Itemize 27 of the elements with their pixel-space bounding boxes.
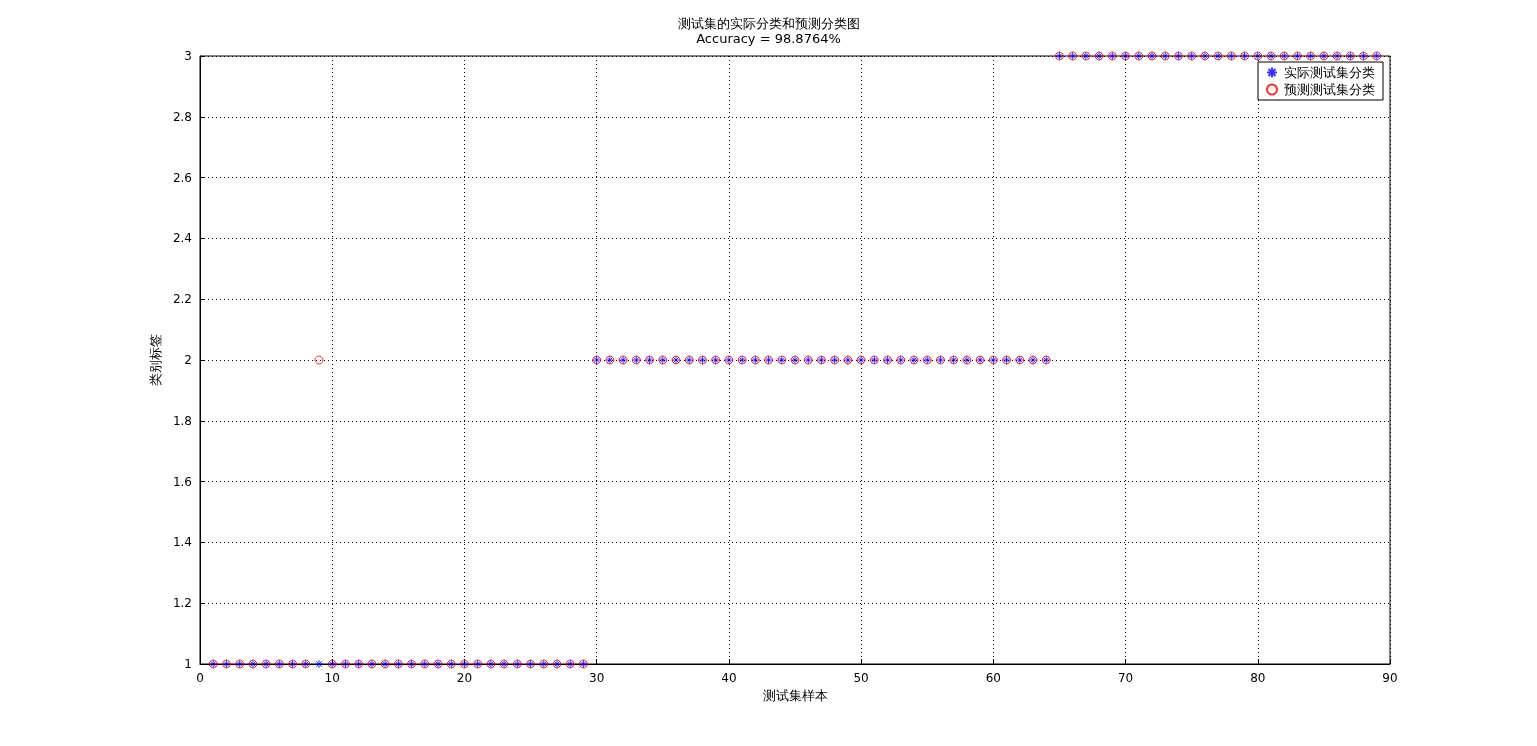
- x-tick-label: 60: [985, 671, 1001, 685]
- x-axis-title: 测试集样本: [762, 687, 828, 703]
- x-tick-label: 30: [589, 671, 605, 685]
- y-tick-label: 1.2: [172, 596, 192, 611]
- y-tick-label: 1.8: [172, 413, 192, 428]
- y-tick-label: 2.6: [172, 170, 192, 185]
- legend-label: 预测测试集分类: [1284, 82, 1375, 97]
- y-tick-label: 3: [184, 49, 192, 63]
- y-tick-label: 1.6: [172, 474, 192, 489]
- y-tick-label: 2.2: [172, 292, 192, 307]
- chart-subtitle: Accuracy = 98.8764%: [696, 31, 841, 46]
- legend-label: 实际测试集分类: [1284, 65, 1375, 80]
- x-tick-label: 80: [1250, 671, 1266, 685]
- x-tick-label: 40: [721, 671, 737, 685]
- x-tick-label: 0: [196, 671, 204, 685]
- y-tick-label: 2.8: [172, 109, 192, 124]
- x-tick-label: 10: [324, 671, 340, 685]
- chart-title: 测试集的实际分类和预测分类图: [677, 16, 860, 31]
- y-tick-label: 2.4: [172, 231, 192, 246]
- x-tick-label: 90: [1382, 671, 1398, 685]
- y-tick-label: 1: [184, 657, 192, 671]
- y-tick-label: 2: [184, 353, 192, 367]
- x-tick-label: 70: [1117, 671, 1134, 685]
- y-axis-title: 类别标签: [148, 334, 164, 386]
- x-tick-label: 50: [853, 671, 869, 685]
- x-tick-label: 20: [456, 671, 473, 685]
- y-tick-label: 1.4: [172, 535, 192, 550]
